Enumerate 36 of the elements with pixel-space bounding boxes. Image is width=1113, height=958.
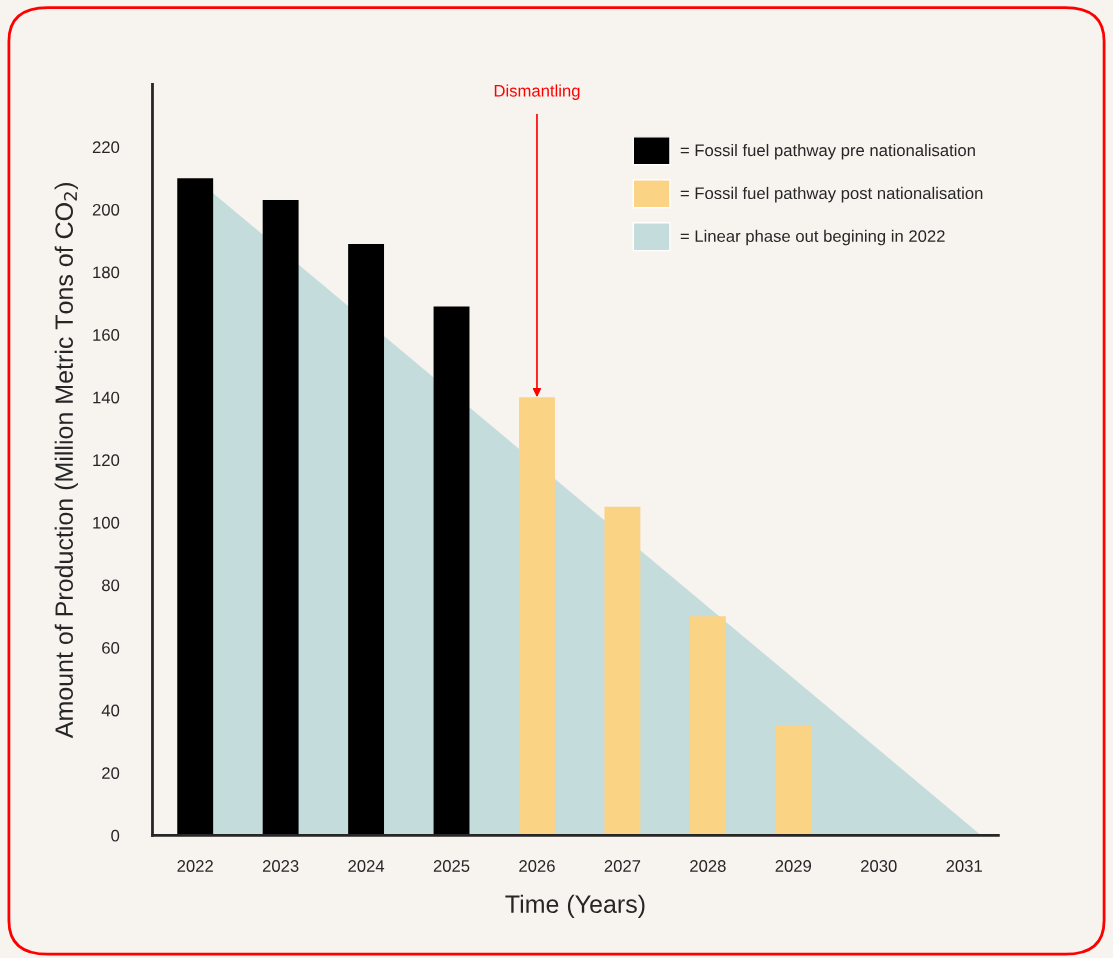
bar — [262, 200, 299, 836]
x-tick-label: 2028 — [690, 860, 726, 872]
x-tick-label: 2027 — [604, 860, 641, 872]
y-tick-label: 40 — [101, 704, 120, 717]
bar — [348, 243, 385, 836]
x-tick-label: 2023 — [262, 860, 299, 872]
y-tick-label: 20 — [102, 767, 120, 779]
legend-label: = Linear phase out begining in 2022 — [680, 229, 945, 246]
y-tick-label: 120 — [93, 454, 120, 467]
x-tick-label: 2030 — [861, 860, 897, 872]
bar — [177, 178, 214, 836]
annotation: Dismantling — [494, 84, 580, 100]
x-tick-label: 2029 — [775, 860, 812, 872]
bar — [604, 506, 641, 836]
x-tick-label: 2026 — [519, 860, 555, 872]
y-tick-label: 200 — [92, 203, 120, 216]
y-tick-label: 80 — [102, 579, 120, 592]
legend-label: = Fossil fuel pathway post nationalisation — [680, 186, 983, 203]
y-tick-label: 160 — [93, 329, 120, 341]
x-tick-label: 2025 — [433, 860, 470, 872]
bar — [689, 616, 726, 836]
x-axis-title: Time (Years) — [505, 894, 645, 918]
y-tick-label: 100 — [93, 516, 120, 529]
x-tick-label: 2024 — [348, 860, 385, 872]
y-tick-label: 60 — [102, 642, 120, 654]
bar — [775, 725, 812, 836]
x-tick-label: 2022 — [177, 860, 213, 872]
bar — [519, 397, 555, 836]
legend-label: = Fossil fuel pathway pre nationalisation — [680, 143, 975, 160]
x-tick-label: 2031 — [946, 860, 982, 872]
bar — [433, 306, 470, 836]
y-tick-label: 220 — [92, 141, 120, 154]
y-axis-title: Amount of Production (Million Metric Tons of CO$_{2}$) — [54, 183, 78, 739]
y-tick-label: 180 — [93, 266, 120, 279]
y-tick-label: 140 — [93, 391, 120, 404]
y-tick-label: 0 — [111, 829, 120, 842]
